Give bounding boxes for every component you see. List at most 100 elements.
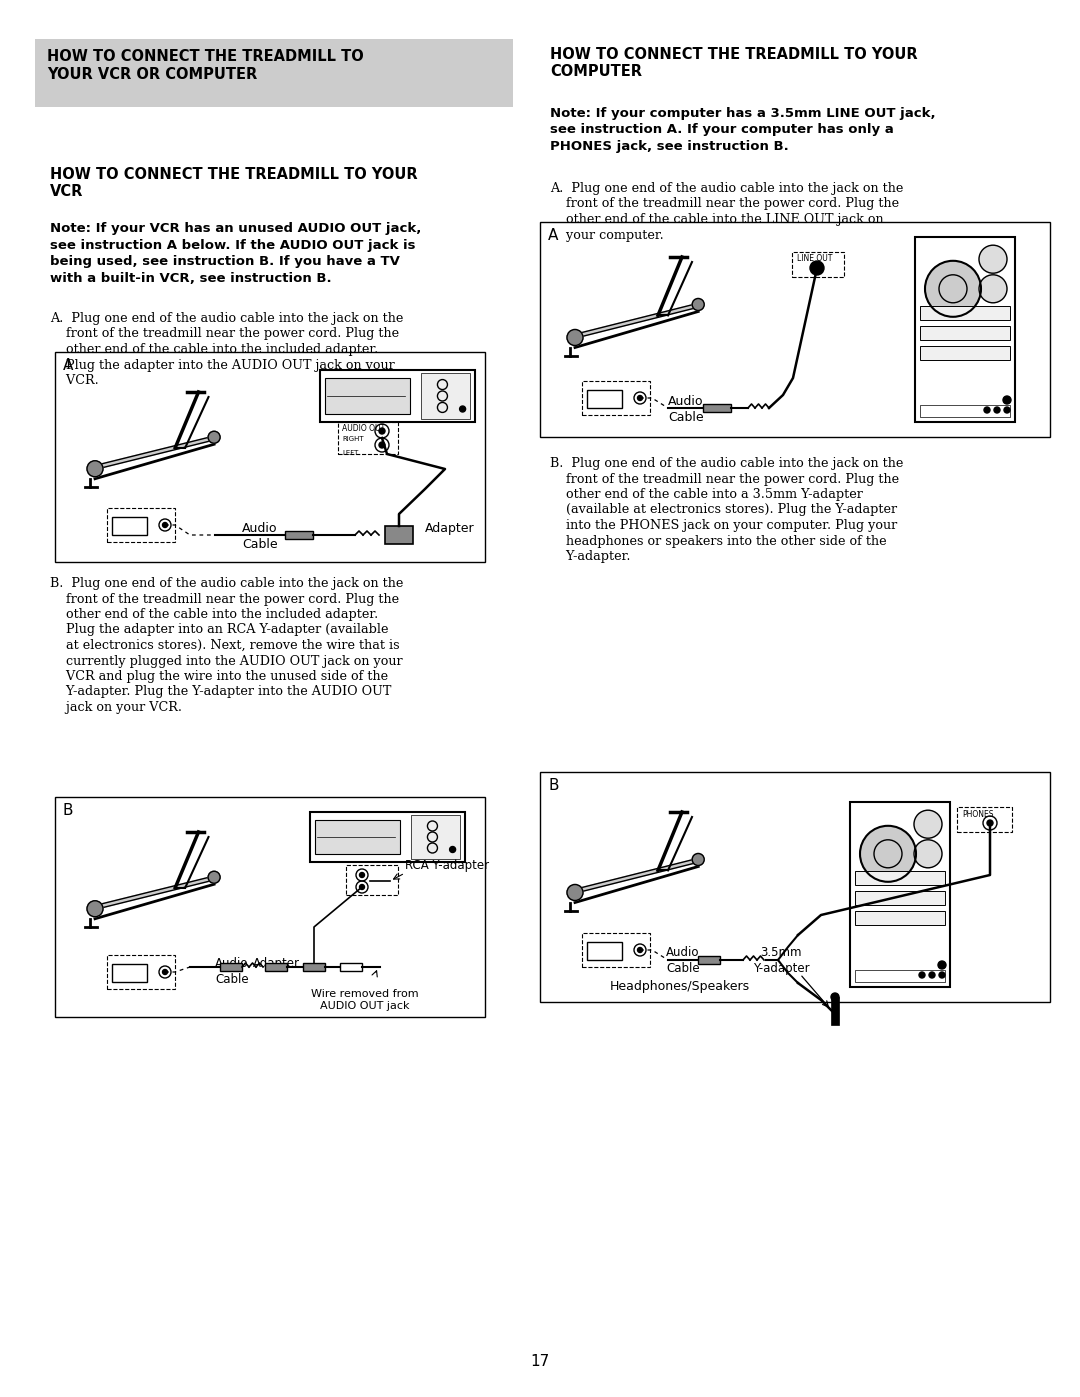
Text: AUDIO OUT: AUDIO OUT (342, 425, 386, 433)
Circle shape (978, 246, 1007, 274)
Circle shape (692, 854, 704, 866)
Text: HOW TO CONNECT THE TREADMILL TO YOUR: HOW TO CONNECT THE TREADMILL TO YOUR (550, 47, 918, 61)
Circle shape (692, 299, 704, 310)
Circle shape (1004, 407, 1010, 414)
Circle shape (987, 820, 993, 826)
Text: HOW TO CONNECT THE TREADMILL TO: HOW TO CONNECT THE TREADMILL TO (48, 49, 364, 64)
Text: other end of the cable into the LINE OUT jack on: other end of the cable into the LINE OUT… (550, 212, 883, 226)
Bar (855, 970, 945, 982)
Text: RIGHT: RIGHT (342, 436, 364, 441)
Circle shape (360, 873, 365, 877)
Text: COMPUTER: COMPUTER (550, 64, 642, 80)
Bar (920, 306, 1010, 320)
Text: at electronics stores). Next, remove the wire that is: at electronics stores). Next, remove the… (50, 638, 400, 652)
Circle shape (978, 275, 1007, 303)
Text: into the PHONES jack on your computer. Plug your: into the PHONES jack on your computer. P… (550, 520, 897, 532)
Text: B: B (548, 778, 558, 793)
Text: 17: 17 (530, 1354, 550, 1369)
Bar (220, 963, 242, 971)
Bar (35, 39, 513, 108)
Bar (421, 373, 471, 419)
Text: 3.5mm
Y-adapter: 3.5mm Y-adapter (753, 946, 809, 975)
Text: VCR and plug the wire into the unused side of the: VCR and plug the wire into the unused si… (50, 671, 388, 683)
Circle shape (914, 810, 942, 838)
Bar (792, 251, 843, 277)
Text: A.  Plug one end of the audio cable into the jack on the: A. Plug one end of the audio cable into … (50, 312, 403, 326)
Circle shape (810, 261, 824, 275)
Text: Note: If your computer has a 3.5mm LINE OUT jack,: Note: If your computer has a 3.5mm LINE … (550, 108, 935, 120)
Bar (920, 327, 1010, 341)
Circle shape (924, 261, 981, 317)
Text: headphones or speakers into the other side of the: headphones or speakers into the other si… (550, 535, 887, 548)
Text: Plug the adapter into an RCA Y-adapter (available: Plug the adapter into an RCA Y-adapter (… (50, 623, 389, 637)
Bar (855, 891, 945, 905)
Circle shape (208, 432, 220, 443)
Circle shape (939, 972, 945, 978)
Circle shape (379, 441, 384, 448)
Bar (540, 222, 1050, 437)
Text: front of the treadmill near the power cord. Plug the: front of the treadmill near the power co… (50, 327, 400, 341)
Text: front of the treadmill near the power cord. Plug the: front of the treadmill near the power co… (50, 592, 400, 605)
Text: Adapter: Adapter (426, 522, 474, 535)
Bar (540, 773, 1050, 1002)
Text: front of the treadmill near the power cord. Plug the: front of the treadmill near the power co… (550, 472, 900, 486)
Text: other end of the cable into the included adapter.: other end of the cable into the included… (50, 608, 378, 622)
Polygon shape (90, 436, 217, 471)
Bar (588, 390, 622, 408)
Circle shape (162, 970, 167, 975)
Text: RCA Y-adapter: RCA Y-adapter (405, 859, 489, 872)
Text: your computer.: your computer. (550, 229, 664, 242)
Text: VCR: VCR (50, 184, 83, 198)
Bar (582, 381, 650, 415)
Bar (107, 956, 175, 989)
Circle shape (208, 872, 220, 883)
Circle shape (379, 427, 384, 434)
Text: Y-adapter. Plug the Y-adapter into the AUDIO OUT: Y-adapter. Plug the Y-adapter into the A… (50, 686, 391, 698)
Text: Audio
Cable: Audio Cable (666, 946, 700, 975)
Bar (588, 942, 622, 960)
Polygon shape (570, 303, 701, 339)
Bar (265, 963, 287, 971)
Text: YOUR VCR OR COMPUTER: YOUR VCR OR COMPUTER (48, 67, 257, 82)
Circle shape (449, 847, 456, 852)
Circle shape (919, 972, 924, 978)
Text: PHONES: PHONES (962, 810, 994, 819)
Circle shape (87, 901, 103, 916)
Bar (320, 370, 475, 422)
Bar (831, 997, 839, 1025)
Text: B.  Plug one end of the audio cable into the jack on the: B. Plug one end of the audio cable into … (550, 457, 903, 469)
Circle shape (637, 395, 643, 401)
Bar (850, 802, 950, 988)
Bar (920, 346, 1010, 360)
Bar (340, 963, 362, 971)
Text: other end of the cable into a 3.5mm Y-adapter: other end of the cable into a 3.5mm Y-ad… (550, 488, 863, 502)
Text: VCR.: VCR. (50, 374, 98, 387)
Text: see instruction A. If your computer has only a: see instruction A. If your computer has … (550, 123, 894, 137)
Circle shape (567, 330, 583, 345)
Circle shape (360, 884, 365, 890)
Text: Note: If your VCR has an unused AUDIO OUT jack,: Note: If your VCR has an unused AUDIO OU… (50, 222, 421, 235)
Bar (855, 911, 945, 925)
Circle shape (914, 840, 942, 868)
Circle shape (637, 947, 643, 953)
Text: Y-adapter.: Y-adapter. (550, 550, 631, 563)
Circle shape (1003, 395, 1011, 404)
Bar (855, 872, 945, 886)
Bar (315, 820, 401, 854)
Circle shape (831, 993, 839, 1002)
Bar (920, 405, 1010, 416)
Bar (55, 798, 485, 1017)
Text: PHONES jack, see instruction B.: PHONES jack, see instruction B. (550, 140, 788, 154)
Text: Headphones/Speakers: Headphones/Speakers (610, 981, 751, 993)
Bar (112, 964, 147, 982)
Text: being used, see instruction B. If you have a TV: being used, see instruction B. If you ha… (50, 256, 400, 268)
Circle shape (994, 407, 1000, 414)
Bar (55, 352, 485, 562)
Bar (112, 517, 147, 535)
Text: currently plugged into the AUDIO OUT jack on your: currently plugged into the AUDIO OUT jac… (50, 655, 403, 668)
Polygon shape (570, 858, 701, 894)
Circle shape (929, 972, 935, 978)
Text: B: B (63, 803, 73, 819)
Bar (310, 812, 465, 862)
Text: LINE OUT: LINE OUT (797, 254, 833, 263)
